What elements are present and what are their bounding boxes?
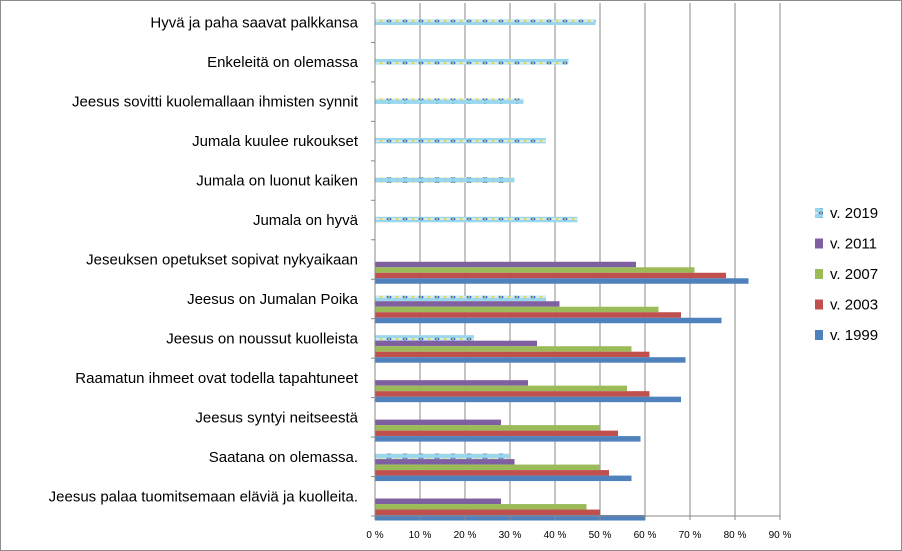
bar-v-2019 bbox=[375, 98, 524, 104]
bar-v-2011 bbox=[375, 419, 501, 426]
bar-v-1999 bbox=[375, 396, 681, 403]
bar-v-1999 bbox=[375, 475, 632, 482]
bar-v-2003 bbox=[375, 351, 650, 358]
category-labels: Hyvä ja paha saavat palkkansa Enkeleitä o… bbox=[49, 15, 359, 506]
bar-v-2011 bbox=[375, 459, 515, 465]
bar-v-2011 bbox=[375, 380, 528, 386]
bar-v-2019 bbox=[375, 335, 474, 341]
bar-v-2003 bbox=[375, 312, 681, 318]
legend-label: v. 2007 bbox=[830, 266, 878, 283]
bar-v-2019 bbox=[375, 295, 546, 302]
bar-v-2007 bbox=[375, 464, 600, 471]
legend-swatch bbox=[815, 299, 823, 310]
axes bbox=[371, 2, 781, 520]
bar-v-2003 bbox=[375, 391, 650, 397]
legend-swatch bbox=[815, 238, 823, 249]
category-label: Jumala on luonut kaiken bbox=[196, 173, 358, 190]
bar-v-2011 bbox=[375, 301, 560, 307]
legend: v. 2019 v. 2011 v. 2007 v. 2003 v. 1999 bbox=[815, 205, 878, 344]
bar-v-2007 bbox=[375, 267, 695, 273]
category-label: Hyvä ja paha saavat palkkansa bbox=[150, 15, 358, 32]
category-label: Enkeleitä on olemassa bbox=[207, 54, 359, 71]
legend-swatch bbox=[815, 269, 823, 279]
category-label: Jeesus on noussut kuolleista bbox=[166, 330, 358, 347]
bar-v-2003 bbox=[375, 272, 726, 279]
x-tick-label: 20 % bbox=[454, 530, 477, 541]
category-label: Jeesus on Jumalan Poika bbox=[187, 291, 359, 308]
bar-v-2011 bbox=[375, 340, 537, 347]
category-label: Raamatun ihmeet ovat todella tapahtuneet bbox=[75, 370, 359, 387]
x-tick-label: 80 % bbox=[724, 530, 747, 541]
bar-v-2007 bbox=[375, 385, 627, 392]
x-tick-label: 40 % bbox=[544, 530, 567, 541]
bar-v-2003 bbox=[375, 430, 618, 437]
category-label: Jeesus palaa tuomitsemaan eläviä ja kuol… bbox=[49, 488, 358, 505]
legend-swatch bbox=[815, 330, 823, 340]
legend-swatch bbox=[815, 208, 823, 218]
bar-v-2011 bbox=[375, 498, 501, 505]
x-tick-label: 60 % bbox=[634, 530, 657, 541]
x-tick-label: 0 % bbox=[366, 530, 383, 541]
category-label: Saatana on olemassa. bbox=[209, 449, 358, 466]
bar-v-2003 bbox=[375, 470, 609, 476]
bar-v-1999 bbox=[375, 436, 641, 442]
bar-v-2019 bbox=[375, 58, 569, 65]
legend-label: v. 2011 bbox=[830, 236, 877, 253]
legend-label: v. 1999 bbox=[830, 327, 878, 344]
x-tick-label: 30 % bbox=[499, 530, 522, 541]
bar-v-1999 bbox=[375, 317, 722, 324]
x-tick-label: 10 % bbox=[409, 530, 432, 541]
legend-label: v. 2003 bbox=[830, 297, 878, 314]
bar-v-1999 bbox=[375, 357, 686, 363]
category-label: Jumala kuulee rukoukset bbox=[192, 133, 359, 150]
bar-v-1999 bbox=[375, 278, 749, 284]
bar-v-2019 bbox=[375, 453, 510, 460]
x-tick-label: 70 % bbox=[679, 530, 702, 541]
bar-v-2019 bbox=[375, 137, 546, 144]
category-label: Jeseuksen opetukset sopivat nykyaikaan bbox=[86, 252, 358, 269]
legend-label: v. 2019 bbox=[830, 205, 878, 222]
category-label: Jeesus syntyi neitseestä bbox=[195, 409, 358, 426]
x-tick-labels: 0 % 10 % 20 % 30 % 40 % 50 % 60 % 70 % 80 % 90 % bbox=[366, 530, 791, 541]
category-label: Jeesus sovitti kuolemallaan ihmisten syn… bbox=[72, 94, 359, 111]
bar-v-2019 bbox=[375, 19, 596, 25]
bar-v-2007 bbox=[375, 346, 632, 352]
bar-v-2019 bbox=[375, 216, 578, 223]
bar-v-2003 bbox=[375, 509, 600, 516]
bar-v-2007 bbox=[375, 425, 600, 431]
x-tick-label: 50 % bbox=[589, 530, 612, 541]
category-label: Jumala on hyvä bbox=[253, 212, 359, 229]
bars bbox=[375, 19, 749, 521]
bar-v-2019 bbox=[375, 177, 515, 183]
x-tick-label: 90 % bbox=[769, 530, 792, 541]
bar-v-2007 bbox=[375, 504, 587, 510]
bar-v-2007 bbox=[375, 306, 659, 313]
bar-v-2011 bbox=[375, 261, 636, 268]
